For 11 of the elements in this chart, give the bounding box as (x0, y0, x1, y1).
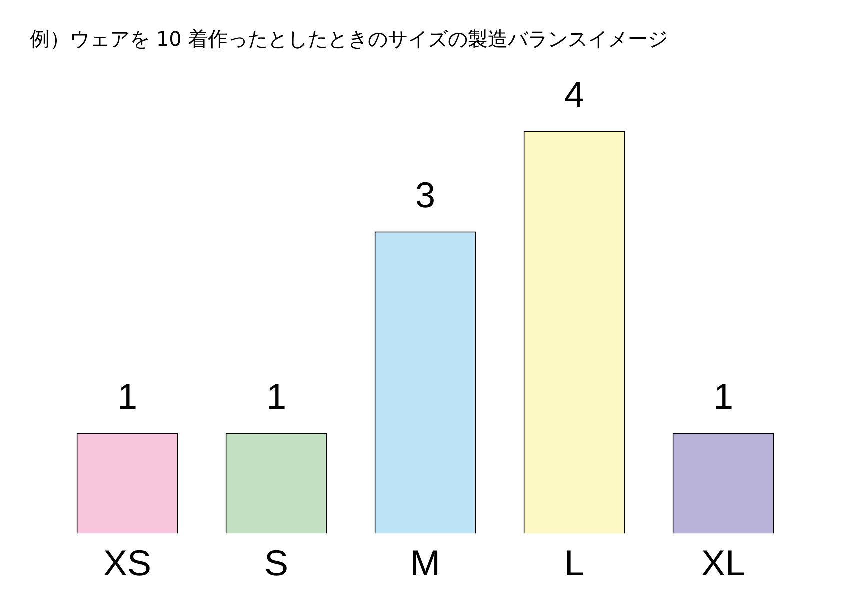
data-label: 3 (415, 174, 436, 216)
data-label: 1 (266, 376, 287, 418)
x-tick-label: L (564, 542, 585, 584)
chart-title: 例）ウェアを 10 着作ったとしたときのサイズの製造バランスイメージ (30, 26, 668, 53)
x-tick-label: M (410, 542, 440, 584)
x-tick-label: XL (701, 542, 746, 584)
data-label: 4 (564, 74, 585, 115)
data-label: 1 (117, 376, 138, 418)
x-tick-label: S (264, 542, 289, 584)
x-tick-label: XS (103, 542, 152, 584)
data-label: 1 (713, 376, 734, 418)
